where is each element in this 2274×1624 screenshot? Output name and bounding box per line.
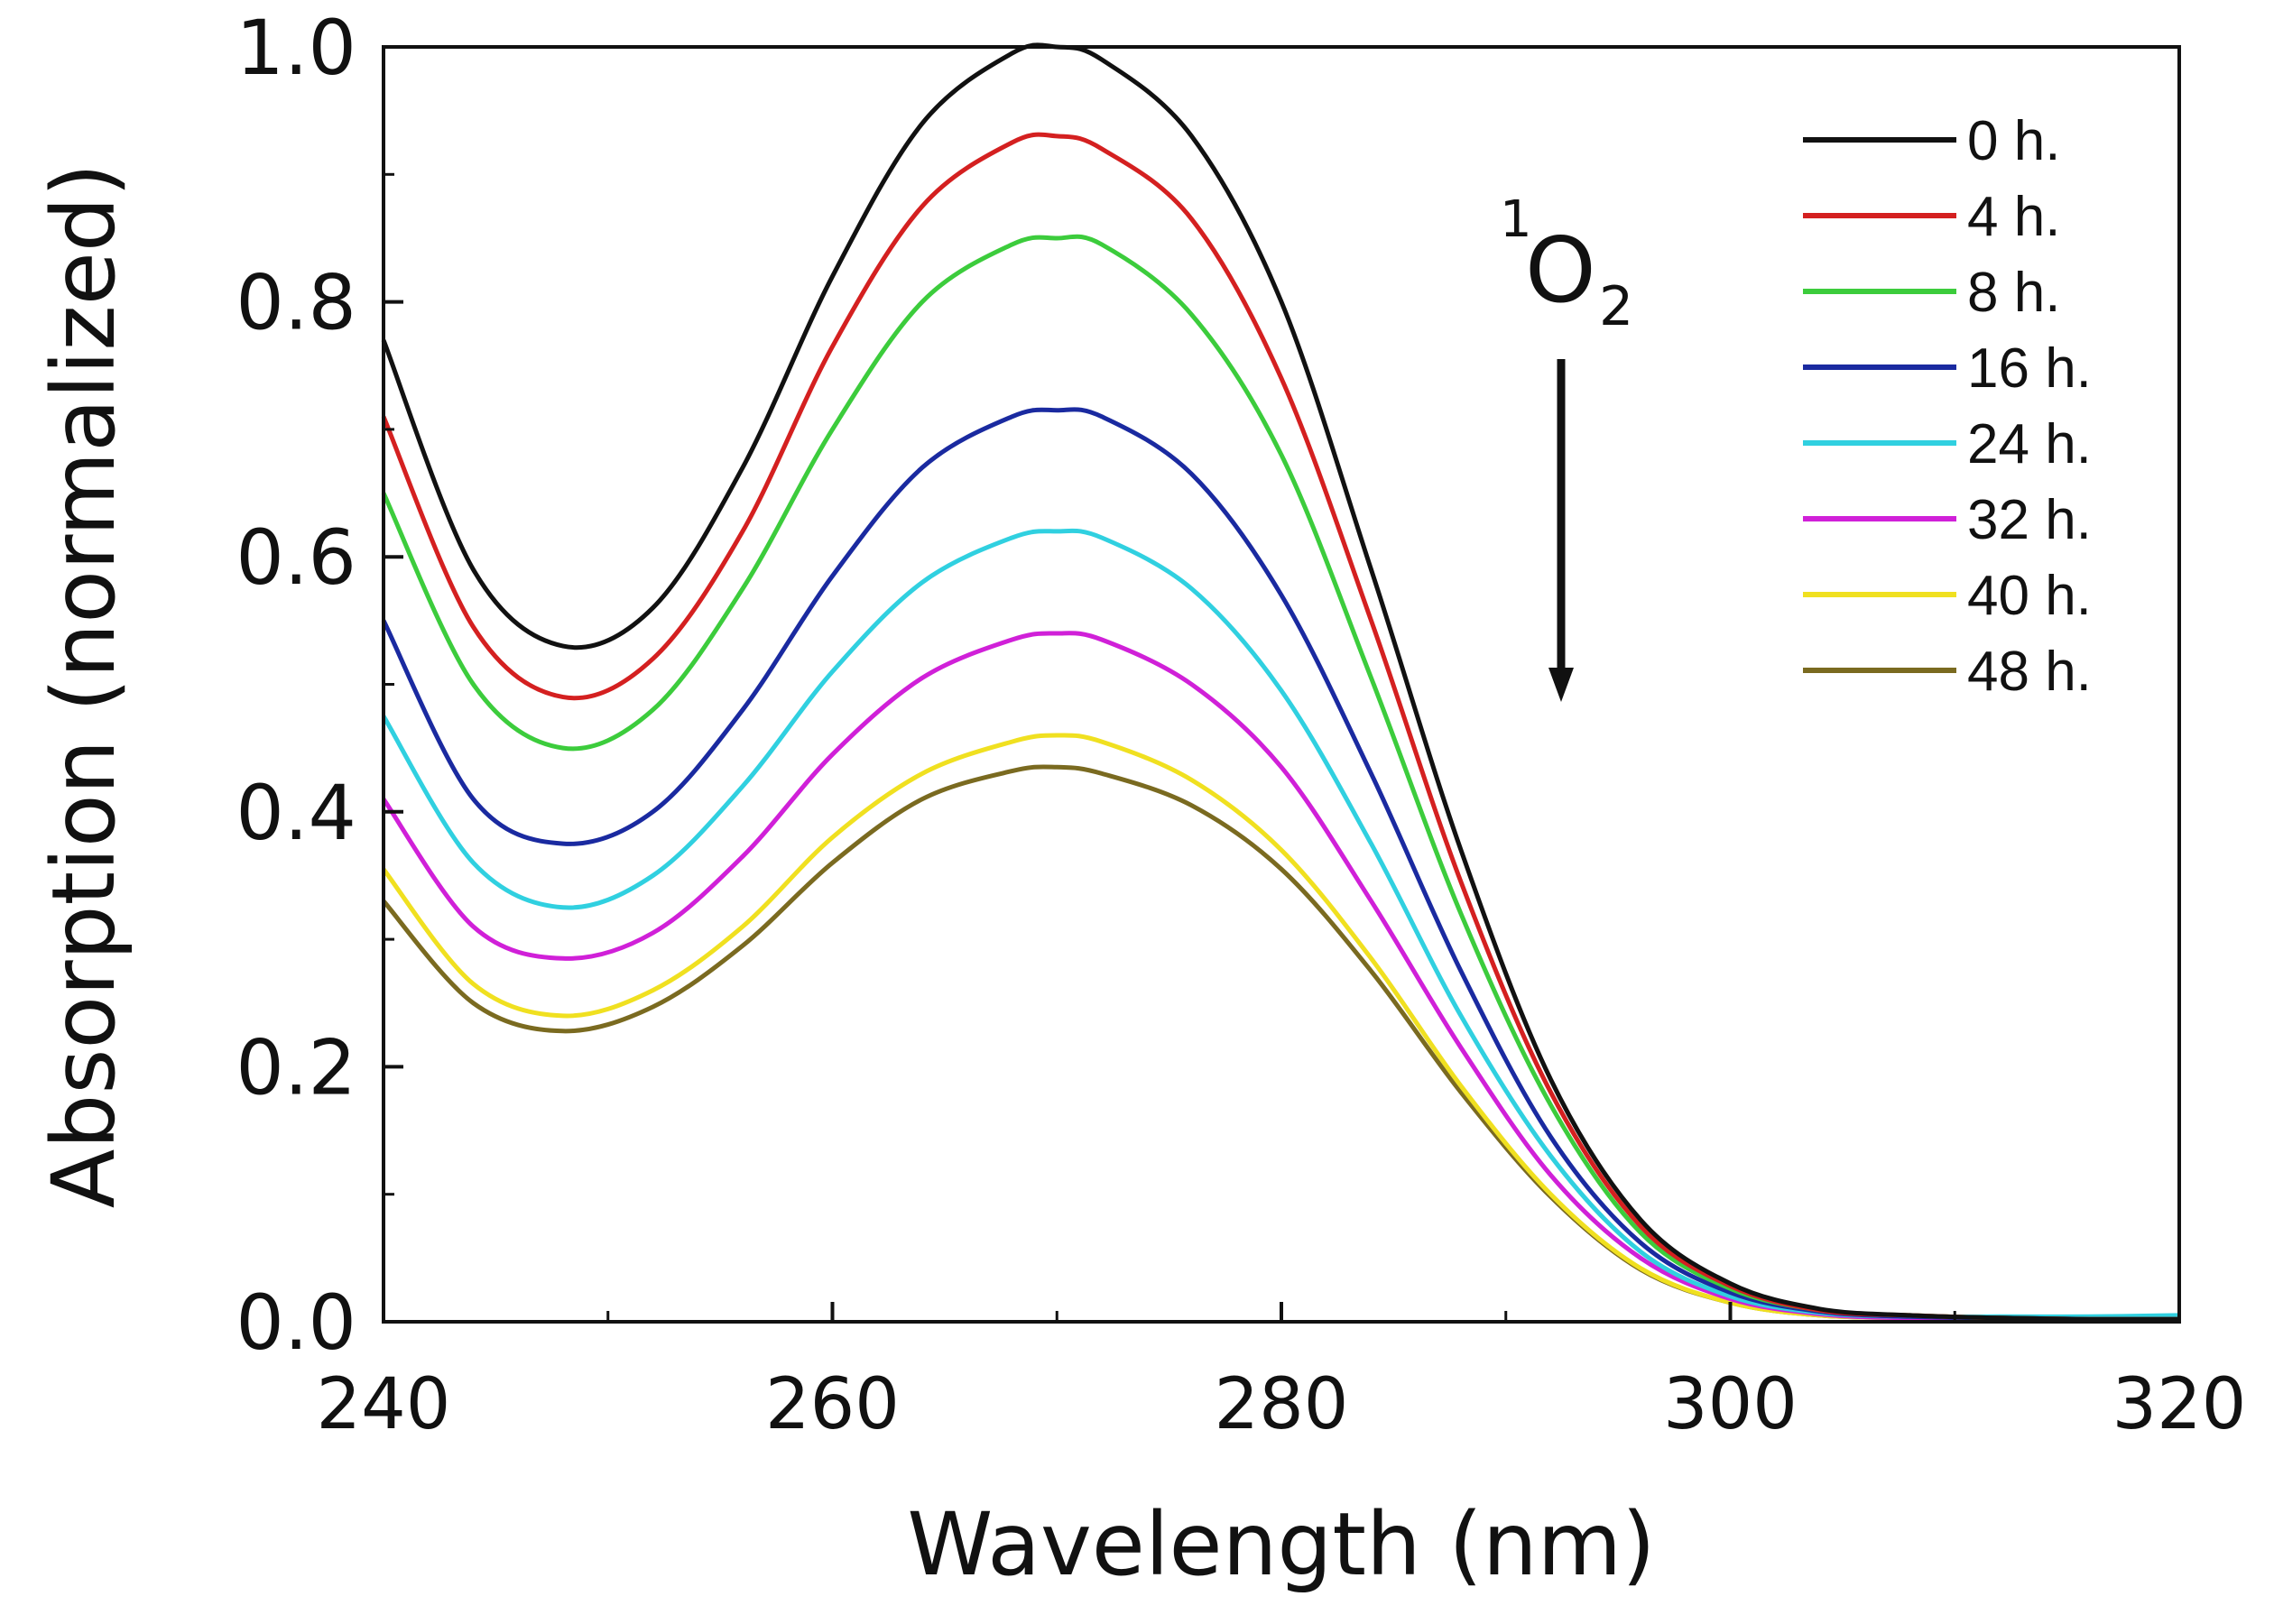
legend-label-1: 4 h.	[1967, 186, 2060, 248]
y-tick-label: 0.2	[236, 1023, 356, 1112]
x-tick-label: 240	[317, 1364, 451, 1445]
legend-label-0: 0 h.	[1967, 110, 2060, 172]
legend-label-2: 8 h.	[1967, 262, 2060, 324]
legend: 0 h. 4 h. 8 h. 16 h. 24 h. 32 h. 40 h. 48 h.	[1803, 110, 2092, 703]
y-tick-label: 0.0	[236, 1278, 356, 1367]
x-tick-label: 320	[2112, 1364, 2247, 1445]
x-axis-title: Wavelength (nm)	[907, 1494, 1655, 1595]
y-tick-label: 0.6	[236, 513, 356, 602]
y-tick-label: 0.4	[236, 769, 356, 857]
legend-label-5: 32 h.	[1967, 489, 2092, 551]
x-tick-label: 300	[1663, 1364, 1798, 1445]
arrow-head	[1548, 668, 1574, 702]
singlet-oxygen-annotation: 1 O 2	[1500, 190, 1633, 702]
y-axis-title: Absorption (normalized)	[33, 163, 134, 1209]
y-tick-label: 0.8	[236, 259, 356, 347]
annotation-superscript: 1	[1500, 190, 1532, 249]
series-line-0	[381, 42, 2180, 1322]
ticks-layer: 240 260 280 300 320 0.0 0.2 0.4 0.6 0.8 1.0	[236, 4, 2246, 1445]
x-tick-label: 280	[1215, 1364, 1349, 1445]
legend-label-7: 48 h.	[1967, 641, 2092, 703]
legend-label-3: 16 h.	[1967, 337, 2092, 400]
series-layer	[381, 42, 2180, 1322]
legend-label-4: 24 h.	[1967, 413, 2092, 475]
x-tick-label: 260	[765, 1364, 900, 1445]
legend-label-6: 40 h.	[1967, 565, 2092, 627]
annotation-subscript: 2	[1599, 275, 1633, 338]
y-tick-label: 1.0	[236, 4, 356, 92]
annotation-main: O	[1525, 217, 1596, 323]
